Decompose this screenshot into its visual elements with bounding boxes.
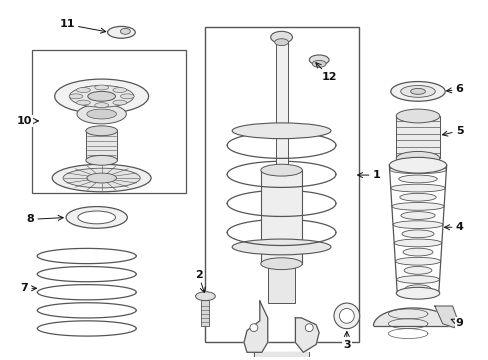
Text: 12: 12	[315, 63, 336, 82]
Ellipse shape	[308, 55, 328, 65]
Ellipse shape	[390, 82, 444, 101]
Ellipse shape	[66, 207, 127, 228]
Ellipse shape	[395, 287, 439, 299]
Ellipse shape	[395, 152, 439, 165]
Ellipse shape	[403, 266, 431, 274]
Ellipse shape	[391, 202, 443, 210]
Ellipse shape	[405, 285, 430, 293]
Ellipse shape	[390, 184, 445, 192]
Ellipse shape	[260, 164, 302, 176]
Ellipse shape	[77, 87, 90, 93]
Ellipse shape	[395, 109, 439, 123]
Ellipse shape	[107, 26, 135, 38]
Ellipse shape	[69, 85, 134, 107]
Bar	[260, 170, 302, 264]
Text: 10: 10	[17, 116, 39, 126]
Ellipse shape	[63, 168, 140, 188]
Ellipse shape	[393, 239, 441, 247]
Text: 6: 6	[446, 84, 463, 94]
Bar	[86, 131, 117, 160]
Polygon shape	[434, 306, 457, 328]
Ellipse shape	[95, 85, 108, 90]
Ellipse shape	[55, 79, 148, 113]
Text: 8: 8	[26, 215, 63, 224]
Polygon shape	[244, 301, 267, 352]
Ellipse shape	[339, 309, 353, 323]
Ellipse shape	[87, 109, 116, 119]
Ellipse shape	[274, 39, 288, 46]
Ellipse shape	[86, 156, 117, 165]
Ellipse shape	[77, 100, 90, 105]
Bar	[205, 27, 358, 342]
Ellipse shape	[398, 175, 436, 183]
Bar	[267, 264, 295, 303]
Ellipse shape	[305, 324, 313, 332]
Ellipse shape	[410, 89, 425, 94]
Ellipse shape	[87, 173, 116, 183]
Bar	[201, 300, 209, 326]
Ellipse shape	[388, 157, 446, 173]
Ellipse shape	[399, 193, 435, 201]
Ellipse shape	[232, 239, 330, 255]
Ellipse shape	[78, 211, 115, 224]
Ellipse shape	[395, 257, 440, 265]
Ellipse shape	[113, 100, 126, 105]
Text: 3: 3	[342, 332, 350, 350]
Ellipse shape	[392, 221, 442, 229]
Ellipse shape	[120, 28, 130, 34]
Polygon shape	[253, 352, 308, 360]
Text: 1: 1	[357, 170, 380, 180]
Ellipse shape	[95, 103, 108, 108]
Ellipse shape	[401, 230, 433, 238]
Text: 5: 5	[442, 126, 463, 136]
Ellipse shape	[388, 166, 446, 174]
Ellipse shape	[400, 212, 434, 219]
Text: 9: 9	[450, 318, 463, 328]
Ellipse shape	[260, 258, 302, 270]
Ellipse shape	[249, 324, 257, 332]
Ellipse shape	[86, 126, 117, 136]
Ellipse shape	[270, 31, 292, 43]
Ellipse shape	[396, 276, 439, 283]
Ellipse shape	[113, 87, 126, 93]
Ellipse shape	[69, 94, 82, 99]
Text: 2: 2	[194, 270, 204, 292]
Polygon shape	[373, 308, 452, 326]
Polygon shape	[295, 318, 319, 352]
Ellipse shape	[52, 164, 151, 192]
Bar	[32, 50, 185, 193]
Bar	[275, 37, 287, 170]
Ellipse shape	[333, 303, 359, 329]
Ellipse shape	[400, 85, 434, 97]
Text: 4: 4	[444, 222, 463, 232]
Text: 11: 11	[59, 19, 105, 33]
Ellipse shape	[402, 248, 432, 256]
Ellipse shape	[311, 60, 325, 67]
Ellipse shape	[120, 94, 134, 99]
Ellipse shape	[88, 91, 115, 101]
Ellipse shape	[195, 292, 215, 301]
Bar	[395, 116, 439, 158]
Ellipse shape	[77, 104, 126, 124]
Ellipse shape	[232, 123, 330, 139]
Text: 7: 7	[20, 283, 37, 293]
